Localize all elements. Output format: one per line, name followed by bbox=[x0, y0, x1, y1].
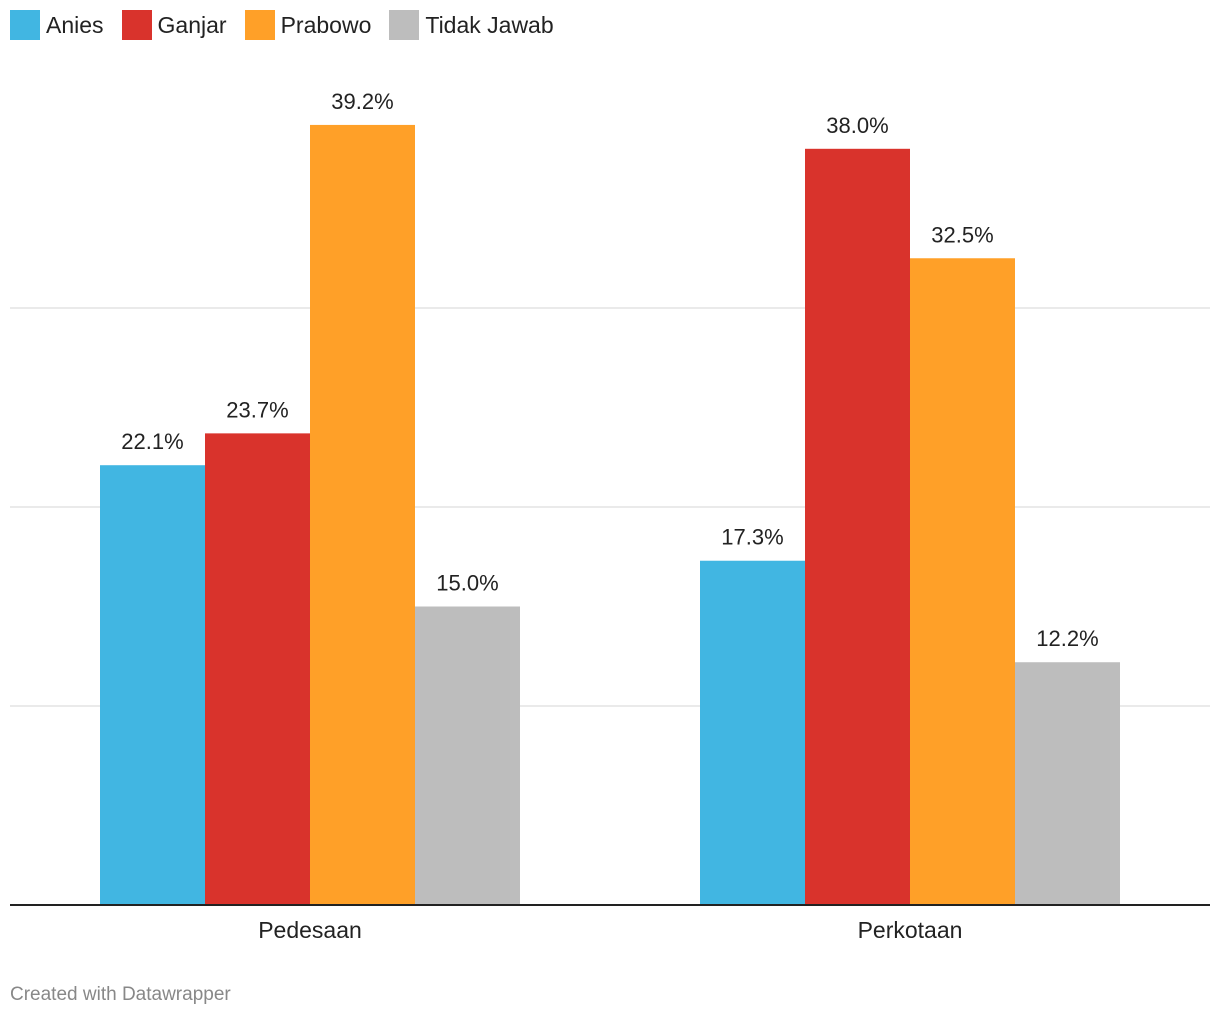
legend-swatch-ganjar bbox=[121, 10, 152, 40]
bar-prabowo-perkotaan bbox=[910, 258, 1015, 905]
category-label-pedesaan: Pedesaan bbox=[258, 917, 362, 943]
bar-ganjar-pedesaan bbox=[205, 433, 310, 905]
legend-item-ganjar: Ganjar bbox=[121, 10, 227, 40]
bar-tidak-jawab-perkotaan bbox=[1015, 662, 1120, 905]
legend-swatch-prabowo bbox=[244, 10, 275, 40]
legend-label-anies: Anies bbox=[46, 12, 104, 38]
legend-item-tidak-jawab: Tidak Jawab bbox=[389, 10, 554, 40]
data-label-anies-perkotaan: 17.3% bbox=[721, 525, 783, 550]
data-label-tidak-jawab-pedesaan: 15.0% bbox=[436, 571, 498, 596]
data-label-prabowo-pedesaan: 39.2% bbox=[331, 89, 393, 114]
legend-label-prabowo: Prabowo bbox=[280, 12, 372, 38]
legend-item-prabowo: Prabowo bbox=[244, 10, 372, 40]
legend-swatch-tidak-jawab bbox=[389, 10, 420, 40]
legend: Anies Ganjar Prabowo Tidak Jawab bbox=[10, 10, 572, 40]
data-label-tidak-jawab-perkotaan: 12.2% bbox=[1036, 626, 1098, 651]
footer-credit: Created with Datawrapper bbox=[10, 984, 231, 1005]
data-label-ganjar-pedesaan: 23.7% bbox=[226, 397, 288, 422]
data-label-anies-pedesaan: 22.1% bbox=[121, 429, 183, 454]
legend-label-ganjar: Ganjar bbox=[157, 12, 227, 38]
legend-item-anies: Anies bbox=[10, 10, 104, 40]
bar-anies-perkotaan bbox=[700, 560, 805, 905]
bar-prabowo-pedesaan bbox=[310, 124, 415, 906]
data-label-prabowo-perkotaan: 32.5% bbox=[931, 222, 993, 247]
category-label-perkotaan: Perkotaan bbox=[858, 917, 963, 943]
legend-swatch-anies bbox=[10, 10, 40, 40]
bar-ganjar-perkotaan bbox=[805, 148, 910, 906]
data-label-ganjar-perkotaan: 38.0% bbox=[826, 113, 888, 138]
bar-tidak-jawab-pedesaan bbox=[415, 606, 520, 905]
legend-label-tidak-jawab: Tidak Jawab bbox=[425, 12, 554, 38]
bar-anies-pedesaan bbox=[100, 465, 205, 905]
